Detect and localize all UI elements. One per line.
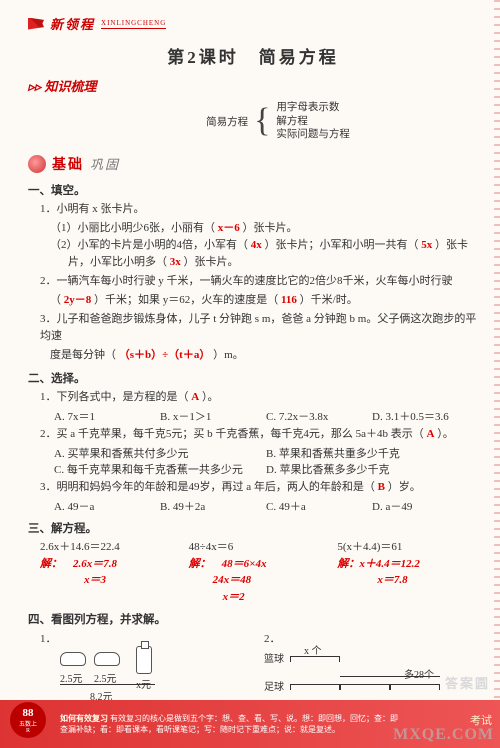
answer: B: [378, 481, 385, 493]
q2b: （ 2y－8 ）千米；如果 y＝62，火车的速度是（ 116 ）千米/时。: [50, 292, 478, 309]
footer-text: 如何有效复习 有效复习的核心是做到五个字：想、查、看、写、说。想：即回想，回忆；…: [60, 713, 398, 735]
q1-1: （1）小丽比小明少6张，小丽有（ x－6 ）张卡片。: [50, 220, 478, 237]
km-root: 简易方程: [206, 114, 248, 129]
cartoon-icon: [28, 155, 46, 173]
solve-row: 2.6x＋14.6＝22.4 解： 2.6x＝7.8 x＝3 48÷4x＝6 解…: [40, 539, 478, 605]
q1-2b: 片，小军比小明多（ 3x ）张卡片。: [68, 254, 478, 271]
knowledge-title: 知识梳理: [44, 79, 96, 94]
answer: 116: [281, 294, 297, 306]
section-knowledge: ▹▹ 知识梳理: [28, 76, 478, 95]
km-item: 解方程: [276, 115, 350, 129]
bottle-icon: [136, 646, 152, 674]
q3b: 度是每分钟（ （s＋b）÷（t＋a） ）m。: [50, 347, 478, 364]
answer: 4x: [251, 239, 262, 251]
series-pinyin: XINLINGCHENG: [101, 19, 166, 29]
bread-figure: 2.5元 2.5元 x元 8.2元: [40, 646, 254, 701]
q2: 2．一辆汽车每小时行驶 y 千米，一辆火车的速度比它的2倍少8千米，火车每小时行…: [40, 273, 478, 290]
km-item: 实际问题与方程: [276, 128, 350, 142]
q2-3: 3．明明和妈妈今年的年龄和是49岁，再过 a 年后，两人的年龄和是（ B ）岁。: [40, 479, 478, 496]
q2-1: 1．下列各式中，是方程的是（ A ）。: [40, 389, 478, 406]
side-cut-marks: [494, 0, 500, 748]
heading-3: 三、解方程。: [28, 520, 478, 536]
bar-bb: [290, 656, 340, 662]
solve-2: 48÷4x＝6 解： 48＝6×4x 24x＝48 x＝2: [189, 539, 330, 605]
lesson-title: 第2课时 简易方程: [28, 43, 478, 68]
knowledge-map: 简易方程 { 用字母表示数 解方程 实际问题与方程: [78, 101, 478, 142]
q3: 3．儿子和爸爸跑步锻炼身体，儿子 t 分钟跑 s m，爸爸 a 分钟跑 b m。…: [40, 311, 478, 345]
brace-line: [60, 684, 155, 685]
page-number-badge: 88 五数上 R: [10, 702, 46, 738]
heading-4: 四、看图列方程，并求解。: [28, 611, 478, 627]
q1: 1．小明有 x 张卡片。: [40, 201, 478, 218]
answer: A: [191, 391, 199, 403]
heading-1: 一、填空。: [28, 182, 478, 198]
answer: （s＋b）÷（t＋a）: [119, 349, 211, 361]
answer: A: [427, 428, 435, 440]
heading-2: 二、选择。: [28, 370, 478, 386]
watermark-url: MXQE.COM: [393, 726, 494, 744]
brace-icon: {: [254, 106, 270, 136]
bread-icon: [94, 652, 120, 666]
bar-fb3: [390, 684, 440, 690]
basic-title: 基础: [52, 154, 84, 174]
opts-2-3: A. 49－a B. 49＋2a C. 49＋a D. a－49: [54, 498, 478, 514]
p2-num: 2．: [264, 633, 281, 645]
section-basic: 基础 巩固: [28, 154, 478, 174]
answer: 5x: [421, 239, 432, 251]
km-item: 用字母表示数: [276, 101, 350, 115]
opts-2-2: A. 买苹果和香蕉共付多少元 B. 苹果和香蕉共重多少千克 C. 每千克苹果和每…: [54, 445, 478, 477]
answer: 3x: [170, 256, 181, 268]
bread-icon: [60, 652, 86, 666]
solve-1: 2.6x＋14.6＝22.4 解： 2.6x＝7.8 x＝3: [40, 539, 181, 605]
bar-fb2: [340, 684, 390, 690]
answer: 2y－8: [64, 294, 92, 306]
series-header: 新领程 XINLINGCHENG: [28, 14, 478, 33]
q1-2: （2）小军的卡片是小明的4倍，小军有（ 4x ）张卡片；小军和小明一共有（ 5x…: [50, 237, 478, 254]
brace-line: [340, 676, 440, 677]
watermark-logo: 答案圆: [445, 673, 490, 692]
flag-icon: [28, 18, 44, 30]
bar-fb1: [290, 684, 340, 690]
q2-2: 2．买 a 千克苹果，每千克5元；买 b 千克香蕉，每千克4元，那么 5a＋4b…: [40, 426, 478, 443]
solve-3: 5(x＋4.4)＝61 解：x＋4.4＝12.2 x＝7.8: [337, 539, 478, 605]
opts-2-1: A. 7x＝1 B. x－1＞1 C. 7.2x－3.8x D. 3.1＋0.5…: [54, 408, 478, 424]
basic-sub: 巩固: [90, 154, 120, 173]
series-name: 新领程: [50, 14, 95, 33]
p1-num: 1．: [40, 633, 57, 645]
answer: x－6: [218, 222, 240, 234]
arrow-icon: ▹▹: [28, 79, 41, 94]
